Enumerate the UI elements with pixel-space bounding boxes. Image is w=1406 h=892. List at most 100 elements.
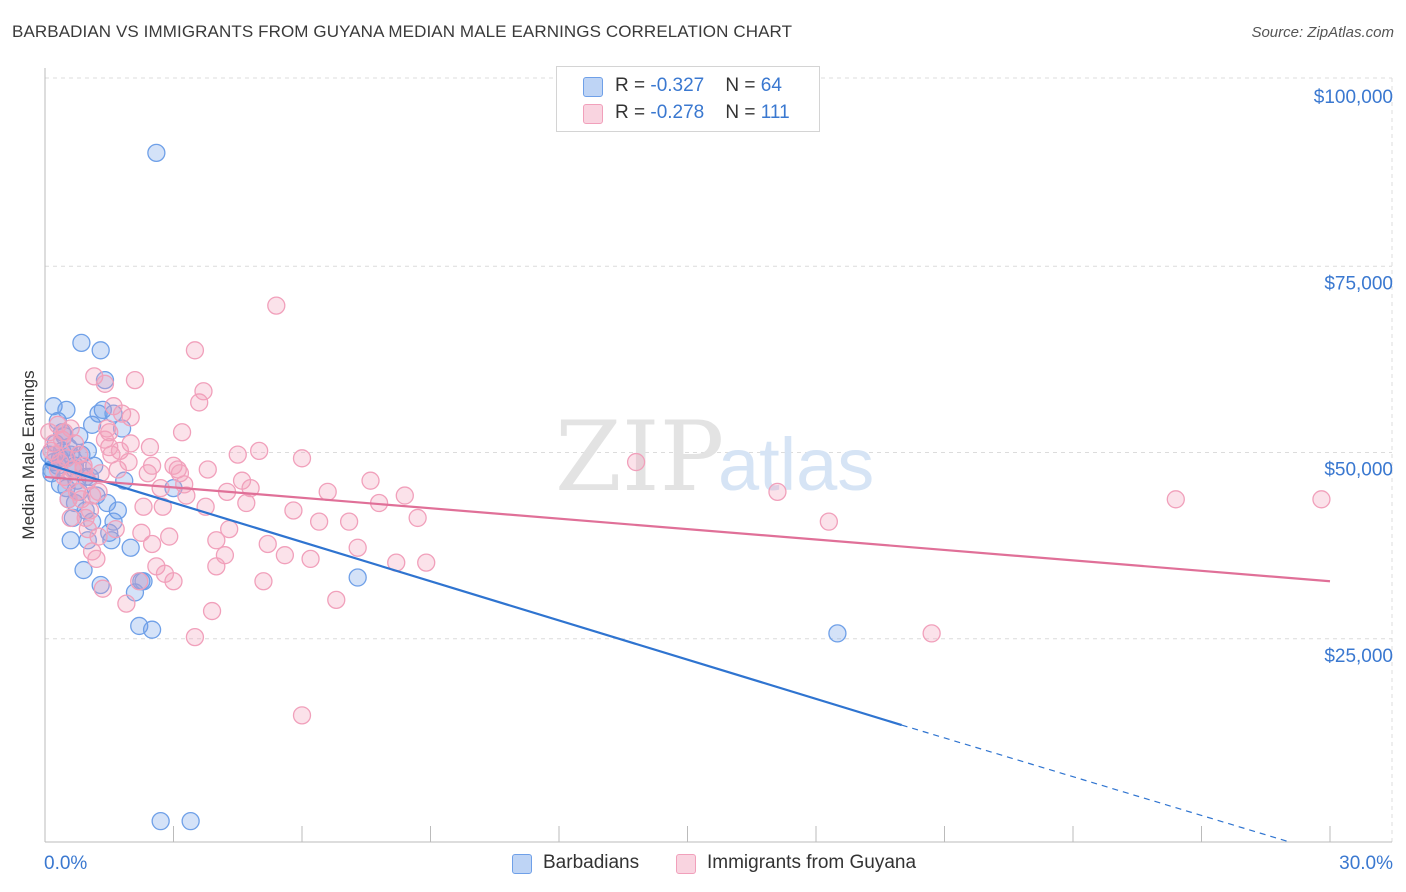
guyana-point (228, 445, 247, 464)
guyana-point (254, 572, 273, 591)
guyana-swatch (583, 104, 603, 124)
barbadians-point (74, 560, 93, 580)
guyana-point (89, 482, 108, 502)
y-tick-label: $75,000 (1324, 273, 1393, 294)
legend-n-label: N = (725, 75, 761, 96)
guyana-point (121, 434, 140, 453)
barbadians-point (82, 415, 102, 434)
guyana-point (172, 423, 192, 442)
guyana-point (93, 579, 112, 598)
guyana-point (132, 523, 151, 542)
guyana-point (177, 486, 196, 505)
y-tick-label: $25,000 (1324, 646, 1393, 667)
guyana-point (194, 382, 213, 401)
guyana-point (106, 519, 125, 539)
guyana-point (108, 460, 127, 479)
guyana-point (190, 393, 209, 412)
y-tick-label: $50,000 (1324, 460, 1393, 481)
guyana-point (119, 452, 138, 472)
barbadians-point (57, 400, 76, 420)
correlation-legend: R = -0.327 N = 64 R = -0.278 N = 111 (556, 66, 820, 132)
barbadians-point (348, 568, 367, 587)
barbadians-point (108, 501, 127, 520)
guyana-point (198, 460, 217, 479)
guyana-point (361, 471, 380, 490)
guyana-point (121, 408, 140, 427)
guyana-point (348, 538, 367, 557)
guyana-point (130, 572, 149, 591)
guyana-point (408, 508, 427, 528)
legend-n-value: 64 (760, 75, 782, 96)
guyana-point (42, 441, 61, 461)
y-axis-label: Median Male Earnings (19, 370, 38, 539)
guyana-point (80, 501, 100, 520)
barbadians-point (828, 624, 847, 643)
barbadians-point (61, 531, 80, 550)
guyana-point (82, 542, 102, 561)
guyana-point (160, 527, 179, 546)
guyana-point (258, 534, 277, 554)
source-label: Source: ZipAtlas.com (1251, 24, 1394, 41)
x-tick-label: 30.0% (1339, 853, 1393, 874)
guyana-point (185, 341, 205, 360)
barbadians-point (181, 811, 200, 831)
guyana-point (134, 497, 153, 516)
guyana-point (61, 508, 80, 528)
legend-r-value: -0.327 (650, 75, 705, 96)
guyana-point (237, 493, 256, 513)
guyana-point (301, 549, 320, 569)
guyana-point (140, 437, 160, 457)
x-tick-label: 0.0% (44, 853, 87, 874)
guyana-point (151, 478, 170, 498)
guyana-point (202, 601, 222, 621)
barbadians-legend-swatch (512, 854, 532, 874)
barbadians-point (72, 333, 91, 353)
guyana-point (95, 430, 115, 449)
guyana-point (65, 434, 85, 453)
barbadians-point (91, 341, 110, 360)
guyana-point (339, 512, 359, 531)
legend-r-value: -0.278 (650, 102, 705, 123)
chart-title: BARBADIAN VS IMMIGRANTS FROM GUYANA MEDI… (12, 22, 793, 41)
guyana-legend-swatch (676, 854, 696, 874)
guyana-point (170, 464, 190, 483)
guyana-point (117, 594, 136, 613)
guyana-point (292, 706, 312, 725)
guyana-point (318, 482, 337, 502)
guyana-point (1312, 490, 1331, 509)
guyana-point (142, 534, 162, 554)
guyana-point (55, 423, 74, 442)
guyana-point (284, 501, 303, 520)
guyana-point (267, 296, 286, 315)
barbadians-point (104, 512, 123, 531)
guyana-point (125, 370, 145, 390)
guyana-point (78, 519, 97, 539)
barbadians-point (93, 400, 112, 420)
legend-n-label: N = (725, 102, 761, 123)
watermark-zip: ZIP (555, 401, 724, 513)
guyana-point (185, 627, 205, 647)
guyana-point (164, 572, 183, 591)
barbadians-trendline (44, 462, 902, 727)
barbadians-legend-label: Barbadians (543, 852, 640, 873)
legend-r-label: R = (615, 102, 651, 123)
guyana-trendline (44, 475, 1331, 583)
guyana-point (922, 624, 941, 643)
watermark-atlas: atlas (718, 423, 874, 506)
guyana-point (59, 490, 78, 509)
guyana-point (626, 452, 646, 472)
barbadians-swatch (583, 77, 603, 97)
barbadians-trendline-extension (901, 724, 1288, 842)
guyana-legend-label: Immigrants from Guyana (707, 852, 917, 873)
legend-n-value: 111 (760, 102, 790, 123)
guyana-point (207, 531, 226, 550)
guyana-point (1166, 490, 1185, 509)
guyana-point (327, 590, 346, 610)
legend-r-label: R = (615, 75, 651, 96)
guyana-point (250, 441, 269, 461)
barbadians-point (147, 143, 166, 163)
barbadians-point (151, 811, 170, 831)
guyana-point (85, 367, 104, 386)
guyana-point (292, 449, 312, 468)
